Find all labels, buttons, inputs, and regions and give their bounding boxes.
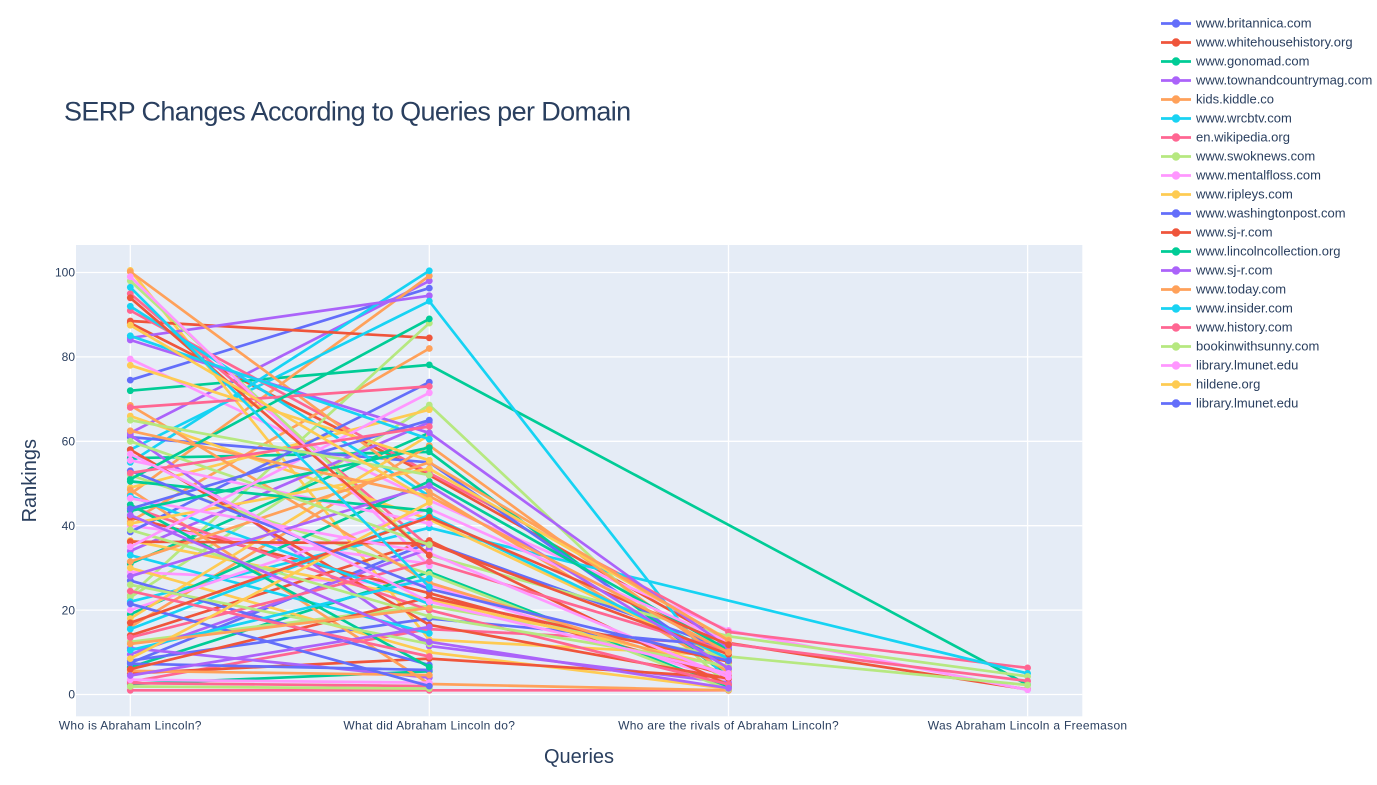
svg-text:SERP Changes According to Quer: SERP Changes According to Queries per Do… xyxy=(64,97,631,127)
svg-text:www.today.com: www.today.com xyxy=(1195,282,1286,297)
svg-text:20: 20 xyxy=(62,603,76,617)
svg-text:www.washingtonpost.com: www.washingtonpost.com xyxy=(1195,206,1346,221)
svg-text:100: 100 xyxy=(55,266,75,280)
svg-text:www.whitehousehistory.org: www.whitehousehistory.org xyxy=(1195,35,1353,50)
svg-text:Rankings: Rankings xyxy=(19,439,41,522)
svg-text:www.swoknews.com: www.swoknews.com xyxy=(1195,149,1315,164)
svg-text:www.townandcountrymag.com: www.townandcountrymag.com xyxy=(1195,73,1372,88)
svg-text:www.insider.com: www.insider.com xyxy=(1195,301,1293,316)
svg-text:www.britannica.com: www.britannica.com xyxy=(1195,16,1312,31)
svg-text:bookinwithsunny.com: bookinwithsunny.com xyxy=(1196,339,1319,354)
svg-text:Who is Abraham Lincoln?: Who is Abraham Lincoln? xyxy=(59,719,202,733)
svg-text:Queries: Queries xyxy=(544,746,614,768)
svg-text:en.wikipedia.org: en.wikipedia.org xyxy=(1196,130,1290,145)
svg-text:hildene.org: hildene.org xyxy=(1196,377,1260,392)
svg-text:www.wrcbtv.com: www.wrcbtv.com xyxy=(1195,111,1292,126)
svg-text:www.sj-r.com: www.sj-r.com xyxy=(1195,225,1273,240)
svg-text:80: 80 xyxy=(62,350,76,364)
svg-text:www.sj-r.com: www.sj-r.com xyxy=(1195,263,1273,278)
svg-text:www.mentalfloss.com: www.mentalfloss.com xyxy=(1195,168,1321,183)
svg-text:60: 60 xyxy=(62,435,76,449)
svg-text:kids.kiddle.co: kids.kiddle.co xyxy=(1196,92,1274,107)
svg-text:www.ripleys.com: www.ripleys.com xyxy=(1195,187,1293,202)
svg-text:www.history.com: www.history.com xyxy=(1195,320,1293,335)
svg-text:library.lmunet.edu: library.lmunet.edu xyxy=(1196,358,1298,373)
svg-text:0: 0 xyxy=(68,688,75,702)
svg-text:www.gonomad.com: www.gonomad.com xyxy=(1195,54,1309,69)
svg-text:40: 40 xyxy=(62,519,76,533)
svg-text:www.lincolncollection.org: www.lincolncollection.org xyxy=(1195,244,1341,259)
svg-text:What did Abraham Lincoln do?: What did Abraham Lincoln do? xyxy=(343,719,515,733)
svg-text:Who are the rivals of Abraham: Who are the rivals of Abraham Lincoln? xyxy=(618,719,839,733)
svg-text:library.lmunet.edu: library.lmunet.edu xyxy=(1196,396,1298,411)
svg-text:Was Abraham Lincoln a Freemaso: Was Abraham Lincoln a Freemason xyxy=(928,719,1128,733)
